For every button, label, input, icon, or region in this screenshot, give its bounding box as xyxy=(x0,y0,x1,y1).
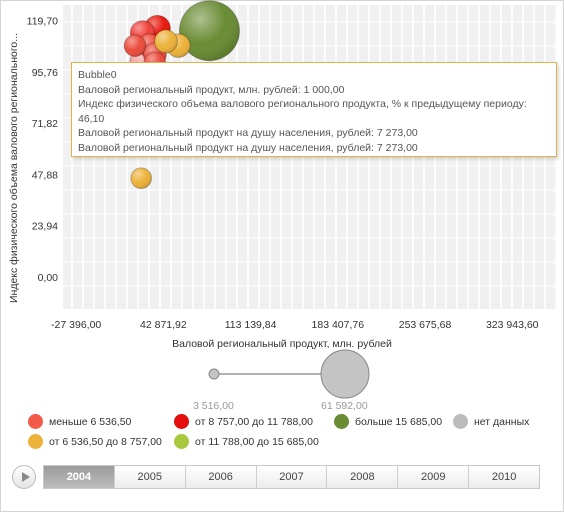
year-tab-2007[interactable]: 2007 xyxy=(256,466,328,488)
tooltip-title: Bubble0 xyxy=(78,69,117,81)
play-button[interactable] xyxy=(12,465,36,489)
tooltip-line: Индекс физического объема валового регио… xyxy=(78,98,527,110)
y-tick-label: 95,76 xyxy=(32,67,58,79)
y-tick-label: 0,00 xyxy=(38,272,59,284)
y-tick-label: 47,88 xyxy=(32,169,58,181)
legend-item[interactable]: от 8 757,00 до 11 788,00 xyxy=(174,414,313,429)
tooltip-line: Валовой региональный продукт на душу нас… xyxy=(78,127,418,139)
legend-label: меньше 6 536,50 xyxy=(49,415,132,428)
legend-item[interactable]: больше 15 685,00 xyxy=(334,414,442,429)
size-legend xyxy=(208,349,370,399)
tooltip-line: Валовой региональный продукт на душу нас… xyxy=(78,141,418,154)
year-tab-2005[interactable]: 2005 xyxy=(114,466,186,488)
y-tick-label: 71,82 xyxy=(32,118,58,130)
year-tab-2006[interactable]: 2006 xyxy=(185,466,257,488)
bubble-highlight xyxy=(154,29,178,53)
legend-label: от 6 536,50 до 8 757,00 xyxy=(49,435,162,448)
x-tick-label: 253 675,68 xyxy=(399,319,452,331)
bubble-tooltip: Bubble0 Валовой региональный продукт, мл… xyxy=(71,62,557,157)
y-tick-label: 119,70 xyxy=(27,16,58,28)
x-axis-label: Валовой региональный продукт, млн. рубле… xyxy=(172,338,392,350)
size-legend-min-handle[interactable] xyxy=(208,368,220,380)
tooltip-line: Валовой региональный продукт, млн. рубле… xyxy=(78,83,345,96)
year-tab-2009[interactable]: 2009 xyxy=(398,466,470,488)
size-legend-min-label: 3 516,00 xyxy=(193,400,234,412)
x-tick-label: 323 943,60 xyxy=(486,319,539,331)
size-legend-max-label: 61 592,00 xyxy=(321,400,368,412)
year-tab-2008[interactable]: 2008 xyxy=(327,466,399,488)
legend-label: больше 15 685,00 xyxy=(355,415,443,428)
legend-dot-icon xyxy=(28,434,43,449)
bubble-highlight xyxy=(130,167,152,189)
x-tick-label: 113 139,84 xyxy=(225,319,277,331)
legend-dot-icon xyxy=(28,414,43,429)
legend-label: от 8 757,00 до 11 788,00 xyxy=(195,415,313,428)
legend-dot-icon xyxy=(334,414,349,429)
y-tick-label: 23,94 xyxy=(32,221,58,233)
year-tab-2010[interactable]: 2010 xyxy=(469,466,540,488)
year-selector: 2004 2005 2006 2007 2008 2009 2010 xyxy=(43,465,540,489)
legend-label: от 11 788,00 до 15 685,00 xyxy=(195,435,319,448)
legend-dot-icon xyxy=(453,414,468,429)
x-tick-label: -27 396,00 xyxy=(51,319,101,331)
bubble-highlight xyxy=(124,34,146,57)
legend-dot-icon xyxy=(174,434,189,449)
y-axis-label: Индекс физического объема валового регио… xyxy=(8,33,20,303)
legend-dot-icon xyxy=(174,414,189,429)
year-tab-2004[interactable]: 2004 xyxy=(44,466,115,488)
size-legend-max-handle[interactable] xyxy=(320,349,370,399)
x-tick-label: 42 871,92 xyxy=(140,319,187,331)
x-tick-label: 183 407,76 xyxy=(312,319,365,331)
legend-item[interactable]: меньше 6 536,50 xyxy=(28,414,131,429)
legend-item[interactable]: от 11 788,00 до 15 685,00 xyxy=(174,434,319,449)
tooltip-line: 46,10 xyxy=(78,112,105,125)
legend-label: нет данных xyxy=(474,415,530,428)
timeline: 2004 2005 2006 2007 2008 2009 2010 xyxy=(12,464,540,490)
bubble-highlight xyxy=(179,0,240,61)
legend-item[interactable]: нет данных xyxy=(453,414,529,429)
legend-item[interactable]: от 6 536,50 до 8 757,00 xyxy=(28,434,162,449)
